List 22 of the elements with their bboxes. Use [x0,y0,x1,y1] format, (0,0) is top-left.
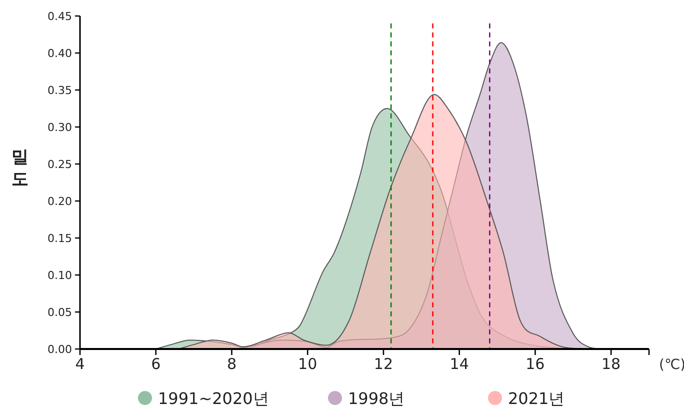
x-tick-label: 10 [298,355,318,373]
y-tick-label: 0.35 [48,84,72,97]
y-tick-label: 0.40 [48,47,72,60]
y-tick-label: 0.25 [48,158,72,171]
x-tick-label: 6 [151,355,161,373]
x-tick-label: 12 [374,355,394,373]
x-tick-label: 16 [526,355,545,373]
x-tick-label: 8 [226,355,237,373]
y-tick-label: 0.15 [48,232,72,245]
x-tick-label: 18 [602,355,621,373]
x-tick-label: 4 [75,355,85,373]
y-tick-label: 0.45 [48,10,72,23]
y-tick-label: 0.10 [48,269,72,282]
legend-label: 1998년 [348,389,405,408]
y-tick-label: 0.30 [48,121,72,134]
y-tick-label: 0.00 [48,343,72,356]
legend-label: 2021년 [508,389,565,408]
y-tick-label: 0.05 [48,306,72,319]
y-axis-title: 밀도 [12,148,28,190]
x-tick-label: 14 [450,355,469,373]
y-tick-label: 0.20 [48,195,72,208]
legend-label: 1991~2020년 [158,389,269,408]
